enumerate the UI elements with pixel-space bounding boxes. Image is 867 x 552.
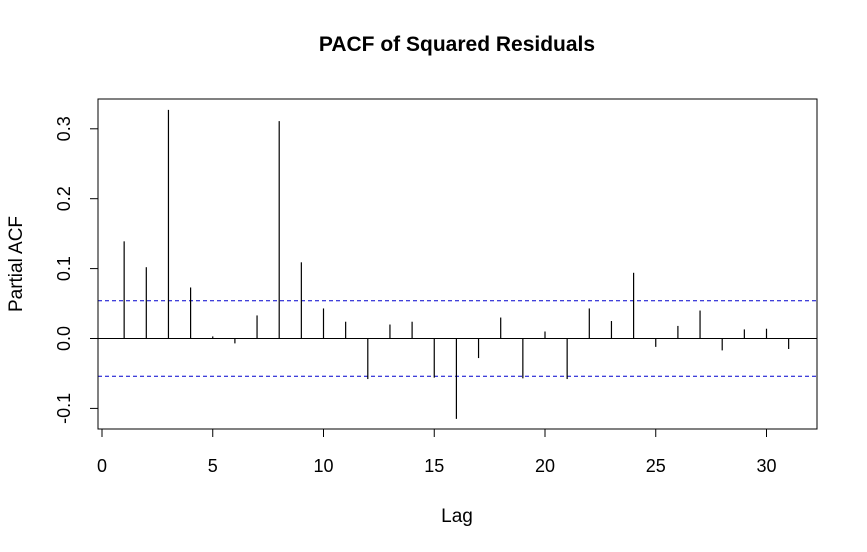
x-axis-label: Lag [441,506,473,527]
y-tick-label: 0.1 [54,256,74,281]
x-tick-label: 5 [208,456,218,476]
chart-title: PACF of Squared Residuals [319,33,595,56]
y-tick-label: 0.3 [54,116,74,141]
y-tick-label: -0.1 [54,393,74,424]
x-tick-label: 25 [646,456,666,476]
x-tick-label: 30 [756,456,776,476]
x-tick-label: 0 [97,456,107,476]
x-tick-label: 20 [535,456,555,476]
y-tick-label: 0.2 [54,186,74,211]
x-tick-label: 15 [424,456,444,476]
y-axis-label: Partial ACF [6,216,27,312]
plot-frame [97,98,818,430]
y-tick-label: 0.0 [54,326,74,351]
x-tick-label: 10 [313,456,333,476]
